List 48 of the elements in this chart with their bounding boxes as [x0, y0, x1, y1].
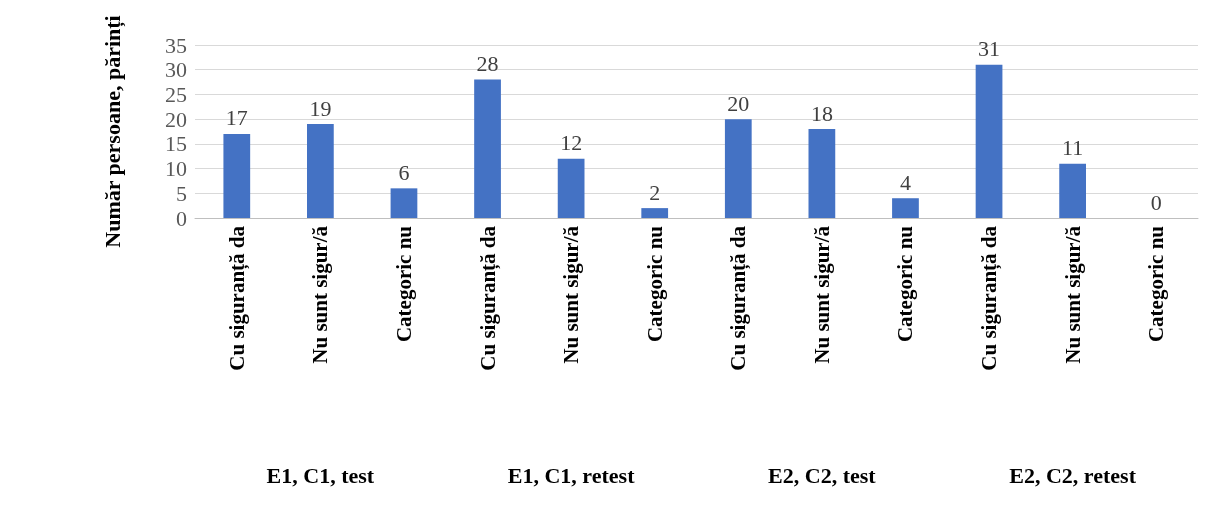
x-tick-label: Nu sunt sigur/ă	[1060, 225, 1085, 364]
bar	[390, 188, 418, 218]
bar	[307, 124, 334, 218]
bar	[474, 79, 501, 218]
y-tick-label: 10	[165, 156, 187, 182]
x-tick-label: Nu sunt sigur/ă	[308, 225, 333, 364]
y-tick-label: 5	[176, 180, 187, 206]
bar	[892, 198, 919, 218]
data-label: 17	[225, 105, 248, 131]
bar	[975, 64, 1003, 218]
x-tick-label: Cu siguranță da	[224, 225, 250, 371]
bar	[641, 208, 669, 218]
data-label: 20	[727, 90, 750, 116]
data-label: 12	[560, 130, 583, 156]
data-label: 31	[978, 36, 1001, 62]
y-tick-label: 25	[165, 81, 187, 107]
bar	[808, 129, 836, 218]
x-tick-label: Cu siguranță da	[726, 225, 752, 371]
data-label: 19	[309, 95, 332, 121]
bar	[557, 158, 585, 218]
bar	[1059, 163, 1086, 218]
y-axis-title: Număr persoane, părinți	[99, 15, 126, 248]
x-tick-label: Nu sunt sigur/ă	[559, 225, 584, 364]
x-tick-label: Cu siguranță da	[977, 225, 1003, 371]
data-label: 0	[1150, 189, 1162, 215]
data-label: 28	[476, 51, 499, 77]
x-tick-label: Nu sunt sigur/ă	[809, 225, 834, 364]
text: E2, C2, test	[768, 462, 877, 488]
data-label: 4	[899, 169, 911, 195]
text: E1, C1, test	[266, 462, 375, 488]
x-tick-label: Categoric nu	[893, 225, 918, 343]
data-label: 6	[398, 159, 410, 185]
x-tick-label: Categoric nu	[1144, 225, 1169, 343]
y-tick-label: 35	[165, 32, 187, 58]
bar	[724, 119, 752, 218]
data-label: 11	[1062, 135, 1084, 161]
data-label: 2	[649, 179, 661, 205]
y-tick-label: 20	[165, 106, 187, 132]
y-tick-label: 30	[165, 57, 187, 83]
data-label: 18	[810, 100, 833, 126]
x-tick-label: Categoric nu	[391, 225, 416, 343]
y-tick-label: 15	[165, 131, 187, 157]
x-tick-label: Cu siguranță da	[475, 225, 501, 371]
text: E1, C1, retest	[507, 462, 636, 488]
y-tick-label: 0	[176, 205, 187, 231]
text: E2, C2, retest	[1009, 462, 1137, 488]
x-tick-label: Categoric nu	[642, 225, 667, 343]
bar	[223, 133, 251, 218]
